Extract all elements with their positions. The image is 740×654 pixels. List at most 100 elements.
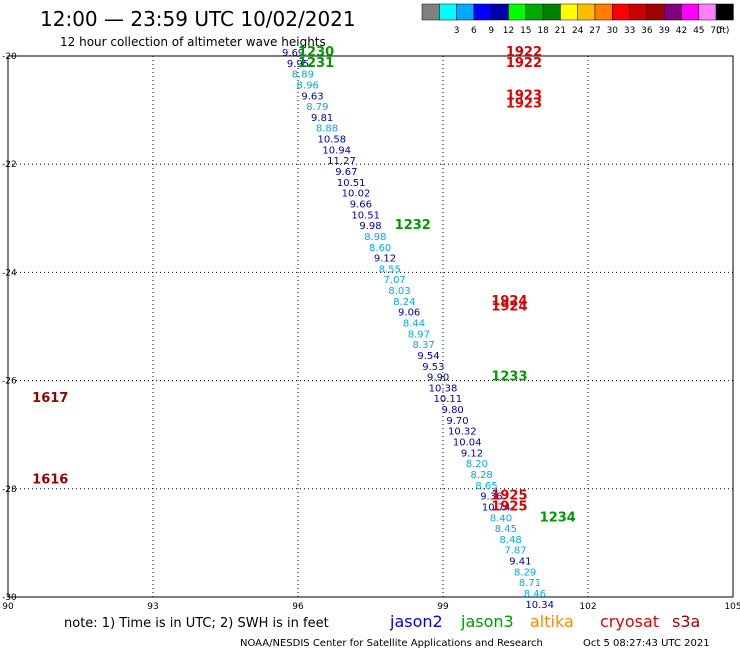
wave-height-value: 8.20 (466, 459, 488, 470)
color-swatch (473, 3, 492, 21)
track-label: 1925 (491, 499, 527, 514)
color-scale-label: 3 (454, 26, 460, 36)
wave-height-value: 8.37 (413, 340, 435, 351)
y-tick-label: -28 (2, 485, 17, 495)
track-label: 1923 (506, 96, 542, 111)
track-label: 1233 (491, 370, 527, 385)
color-scale-label: 42 (676, 26, 687, 36)
wave-height-value: 10.51 (337, 178, 366, 189)
wave-height-value: 9.06 (398, 308, 420, 319)
color-scale-label: 33 (624, 26, 635, 36)
x-tick-label: 102 (579, 602, 596, 612)
color-swatch (456, 3, 475, 21)
color-swatch (560, 3, 578, 21)
track-label: 1925 (491, 489, 527, 504)
track-label: 1922 (506, 56, 542, 71)
wave-height-value: 9.69 (282, 48, 304, 59)
wave-height-value: 9.67 (335, 167, 357, 178)
track-label: 1924 (491, 294, 527, 309)
satellite-legend: jason2 jason3 altika cryosat s3a (389, 612, 700, 631)
footer-credit: NOAA/NESDIS Center for Satellite Applica… (240, 638, 543, 649)
legend-jason2: jason2 (389, 612, 443, 631)
y-tick-label: -30 (2, 593, 17, 603)
wave-height-value: 8.96 (297, 80, 319, 91)
wave-height-value: 9.41 (509, 557, 531, 568)
color-swatch (612, 3, 630, 21)
legend-s3a: s3a (672, 612, 700, 631)
plot-area: 90 93 96 99 102 105 -20-22-24-26-28-30 9.699.… (2, 45, 740, 612)
color-scale-label: 39 (658, 26, 670, 36)
wave-height-value: 9.53 (422, 362, 444, 373)
wave-height-value: 7.07 (384, 275, 406, 286)
wave-height-value: 9.63 (301, 91, 323, 102)
track-label: 1230 (298, 45, 334, 60)
track-label: 1617 (32, 391, 68, 406)
wave-height-value: 8.98 (364, 232, 386, 243)
page-subtitle: 12 hour collection of altimeter wave hei… (60, 35, 326, 49)
x-tick-label: 90 (2, 602, 14, 612)
wave-height-value: 8.55 (379, 264, 401, 275)
color-scale-label: 9 (488, 26, 494, 36)
color-scale-label: 36 (641, 26, 653, 36)
wave-height-value: 9.90 (427, 373, 449, 384)
wave-height-value: 8.29 (514, 567, 536, 578)
x-tick-label: 96 (292, 602, 304, 612)
y-axis-ticks: -20 -22 -24 -26 -28 -30 (2, 52, 17, 603)
wave-height-value: 7.87 (504, 546, 526, 557)
wave-height-value: 10.34 (525, 600, 554, 611)
wave-height-value: 8.88 (316, 124, 338, 135)
wave-height-value: 8.40 (490, 513, 512, 524)
x-tick-label: 93 (147, 602, 158, 612)
color-scale-label: 30 (607, 26, 619, 36)
color-scale-label: 18 (537, 26, 549, 36)
track-label: 1923 (506, 88, 542, 103)
wave-height-value: 10.32 (448, 427, 477, 438)
color-swatch (577, 3, 596, 21)
color-scale-label: 21 (555, 26, 566, 36)
wave-height-value: 8.45 (495, 524, 517, 535)
footer-note: note: 1) Time is in UTC; 2) SWH is in fe… (64, 616, 329, 631)
wave-height-value: 9.12 (461, 448, 483, 459)
color-swatch (525, 3, 544, 21)
wave-height-value: 9.12 (374, 254, 396, 265)
color-swatch (490, 3, 509, 21)
wave-height-value: 8.60 (369, 243, 391, 254)
track-label: 1922 (506, 45, 542, 60)
color-swatch (594, 3, 613, 21)
wave-height-value: 8.48 (500, 535, 522, 546)
y-tick-label: -26 (2, 377, 17, 387)
y-tick-label: -22 (2, 160, 17, 170)
color-scale-unit: (ft) (716, 26, 730, 36)
wave-height-value: 10.58 (318, 135, 347, 146)
wave-height-value: 8.71 (519, 578, 541, 589)
wave-height-value: 9.36 (480, 492, 502, 503)
color-swatch (542, 3, 561, 21)
wave-height-value: 10.38 (429, 383, 458, 394)
wave-height-value: 9.54 (417, 351, 439, 362)
color-scale-label: 12 (503, 26, 514, 36)
x-axis-ticks: 90 93 96 99 102 105 (2, 602, 740, 612)
wave-height-value: 8.79 (306, 102, 328, 113)
color-swatch (646, 3, 665, 21)
footer-timestamp: Oct 5 08:27:43 UTC 2021 (583, 638, 710, 649)
color-swatch (421, 3, 440, 21)
wave-height-value: 9.70 (446, 416, 468, 427)
track-label: 1232 (395, 218, 431, 233)
wave-height-value: 9.98 (359, 221, 381, 232)
wave-height-value: 9.66 (350, 199, 372, 210)
track-label: 1231 (298, 56, 334, 71)
x-tick-label: 99 (437, 602, 449, 612)
color-scale-label: 24 (572, 26, 584, 36)
color-scale-label: 27 (589, 26, 600, 36)
wave-height-value: 9.95 (287, 59, 309, 70)
color-swatch (508, 3, 527, 21)
color-swatch (439, 3, 457, 21)
wave-height-value: 10.74 (482, 502, 511, 513)
page-title: 12:00 — 23:59 UTC 10/02/2021 (40, 7, 356, 31)
legend-jason3: jason3 (460, 612, 514, 631)
wave-height-value: 10.02 (342, 189, 371, 200)
color-scale-label: 70 (710, 26, 722, 36)
wave-height-value: 10.51 (351, 210, 380, 221)
